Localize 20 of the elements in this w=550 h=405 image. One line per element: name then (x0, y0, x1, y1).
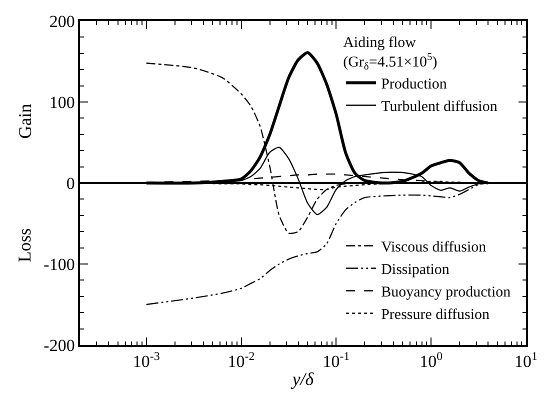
text: Gain (14, 104, 35, 139)
x-tick-label: 10$^{0}$ (420, 349, 443, 372)
text: Loss (14, 228, 34, 262)
x-tick-label: 10$^{-1}$ (322, 349, 350, 372)
legend-label: Viscous diffusion (381, 240, 487, 256)
y-tick-label: 200 (49, 12, 75, 31)
y-tick-label: 100 (49, 92, 75, 112)
legend-label: Production (381, 76, 448, 93)
legend-title: Aiding flow (Gr$_{δ}$=4.51×10$^{5}$) (343, 34, 438, 73)
legend-label: Dissipation (381, 262, 450, 278)
legend-label: Buoyancy production (381, 284, 512, 301)
legend-label: Turbulent diffusion (381, 99, 498, 116)
y-tick-label: -200 (44, 336, 75, 355)
x-tick-label: 10$^{-2}$ (228, 349, 255, 372)
legend-label: Pressure diffusion (381, 307, 490, 324)
y-tick-label: 0 (66, 174, 75, 193)
y-tick-label: -100 (44, 254, 75, 274)
x-tick-label: 10$^{1}$ (514, 349, 538, 372)
x-axis-title: y/δ (290, 368, 314, 389)
x-tick-label: 10$^{-3}$ (132, 349, 160, 372)
